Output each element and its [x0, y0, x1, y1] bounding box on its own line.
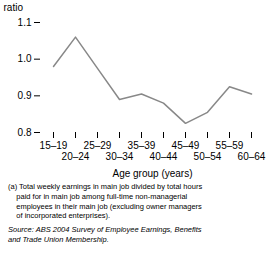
svg-text:0.9: 0.9	[18, 90, 32, 101]
html-text:Source: ABS 2004 Survey of Emp: Source: ABS 2004 Survey of Employee Earn…	[8, 225, 202, 244]
svg-text:30–34: 30–34	[106, 151, 134, 162]
html-text:(a) Total weekly earnings in m: (a) Total weekly earnings in main job di…	[8, 182, 203, 221]
svg-text:1.0: 1.0	[18, 53, 32, 64]
svg-text:60–64: 60–64	[238, 151, 266, 162]
svg-text:25–29: 25–29	[84, 140, 112, 151]
svg-text:1.1: 1.1	[18, 17, 32, 28]
svg-text:35–39: 35–39	[128, 140, 156, 151]
svg-text:40–44: 40–44	[150, 151, 178, 162]
svg-text:0.8: 0.8	[18, 127, 32, 138]
svg-text:ratio: ratio	[4, 2, 24, 13]
svg-text:15–19: 15–19	[40, 140, 68, 151]
svg-text:Age group (years): Age group (years)	[112, 168, 192, 179]
svg-text:50–54: 50–54	[194, 151, 222, 162]
svg-text:20–24: 20–24	[62, 151, 90, 162]
svg-text:45–49: 45–49	[172, 140, 200, 151]
svg-text:55–59: 55–59	[216, 140, 244, 151]
